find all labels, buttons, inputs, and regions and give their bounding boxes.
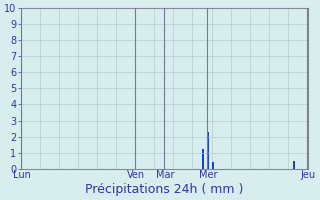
Bar xyxy=(207,132,209,169)
Bar xyxy=(293,161,295,169)
Bar xyxy=(202,149,204,169)
X-axis label: Précipitations 24h ( mm ): Précipitations 24h ( mm ) xyxy=(85,183,244,196)
Bar xyxy=(212,162,214,169)
